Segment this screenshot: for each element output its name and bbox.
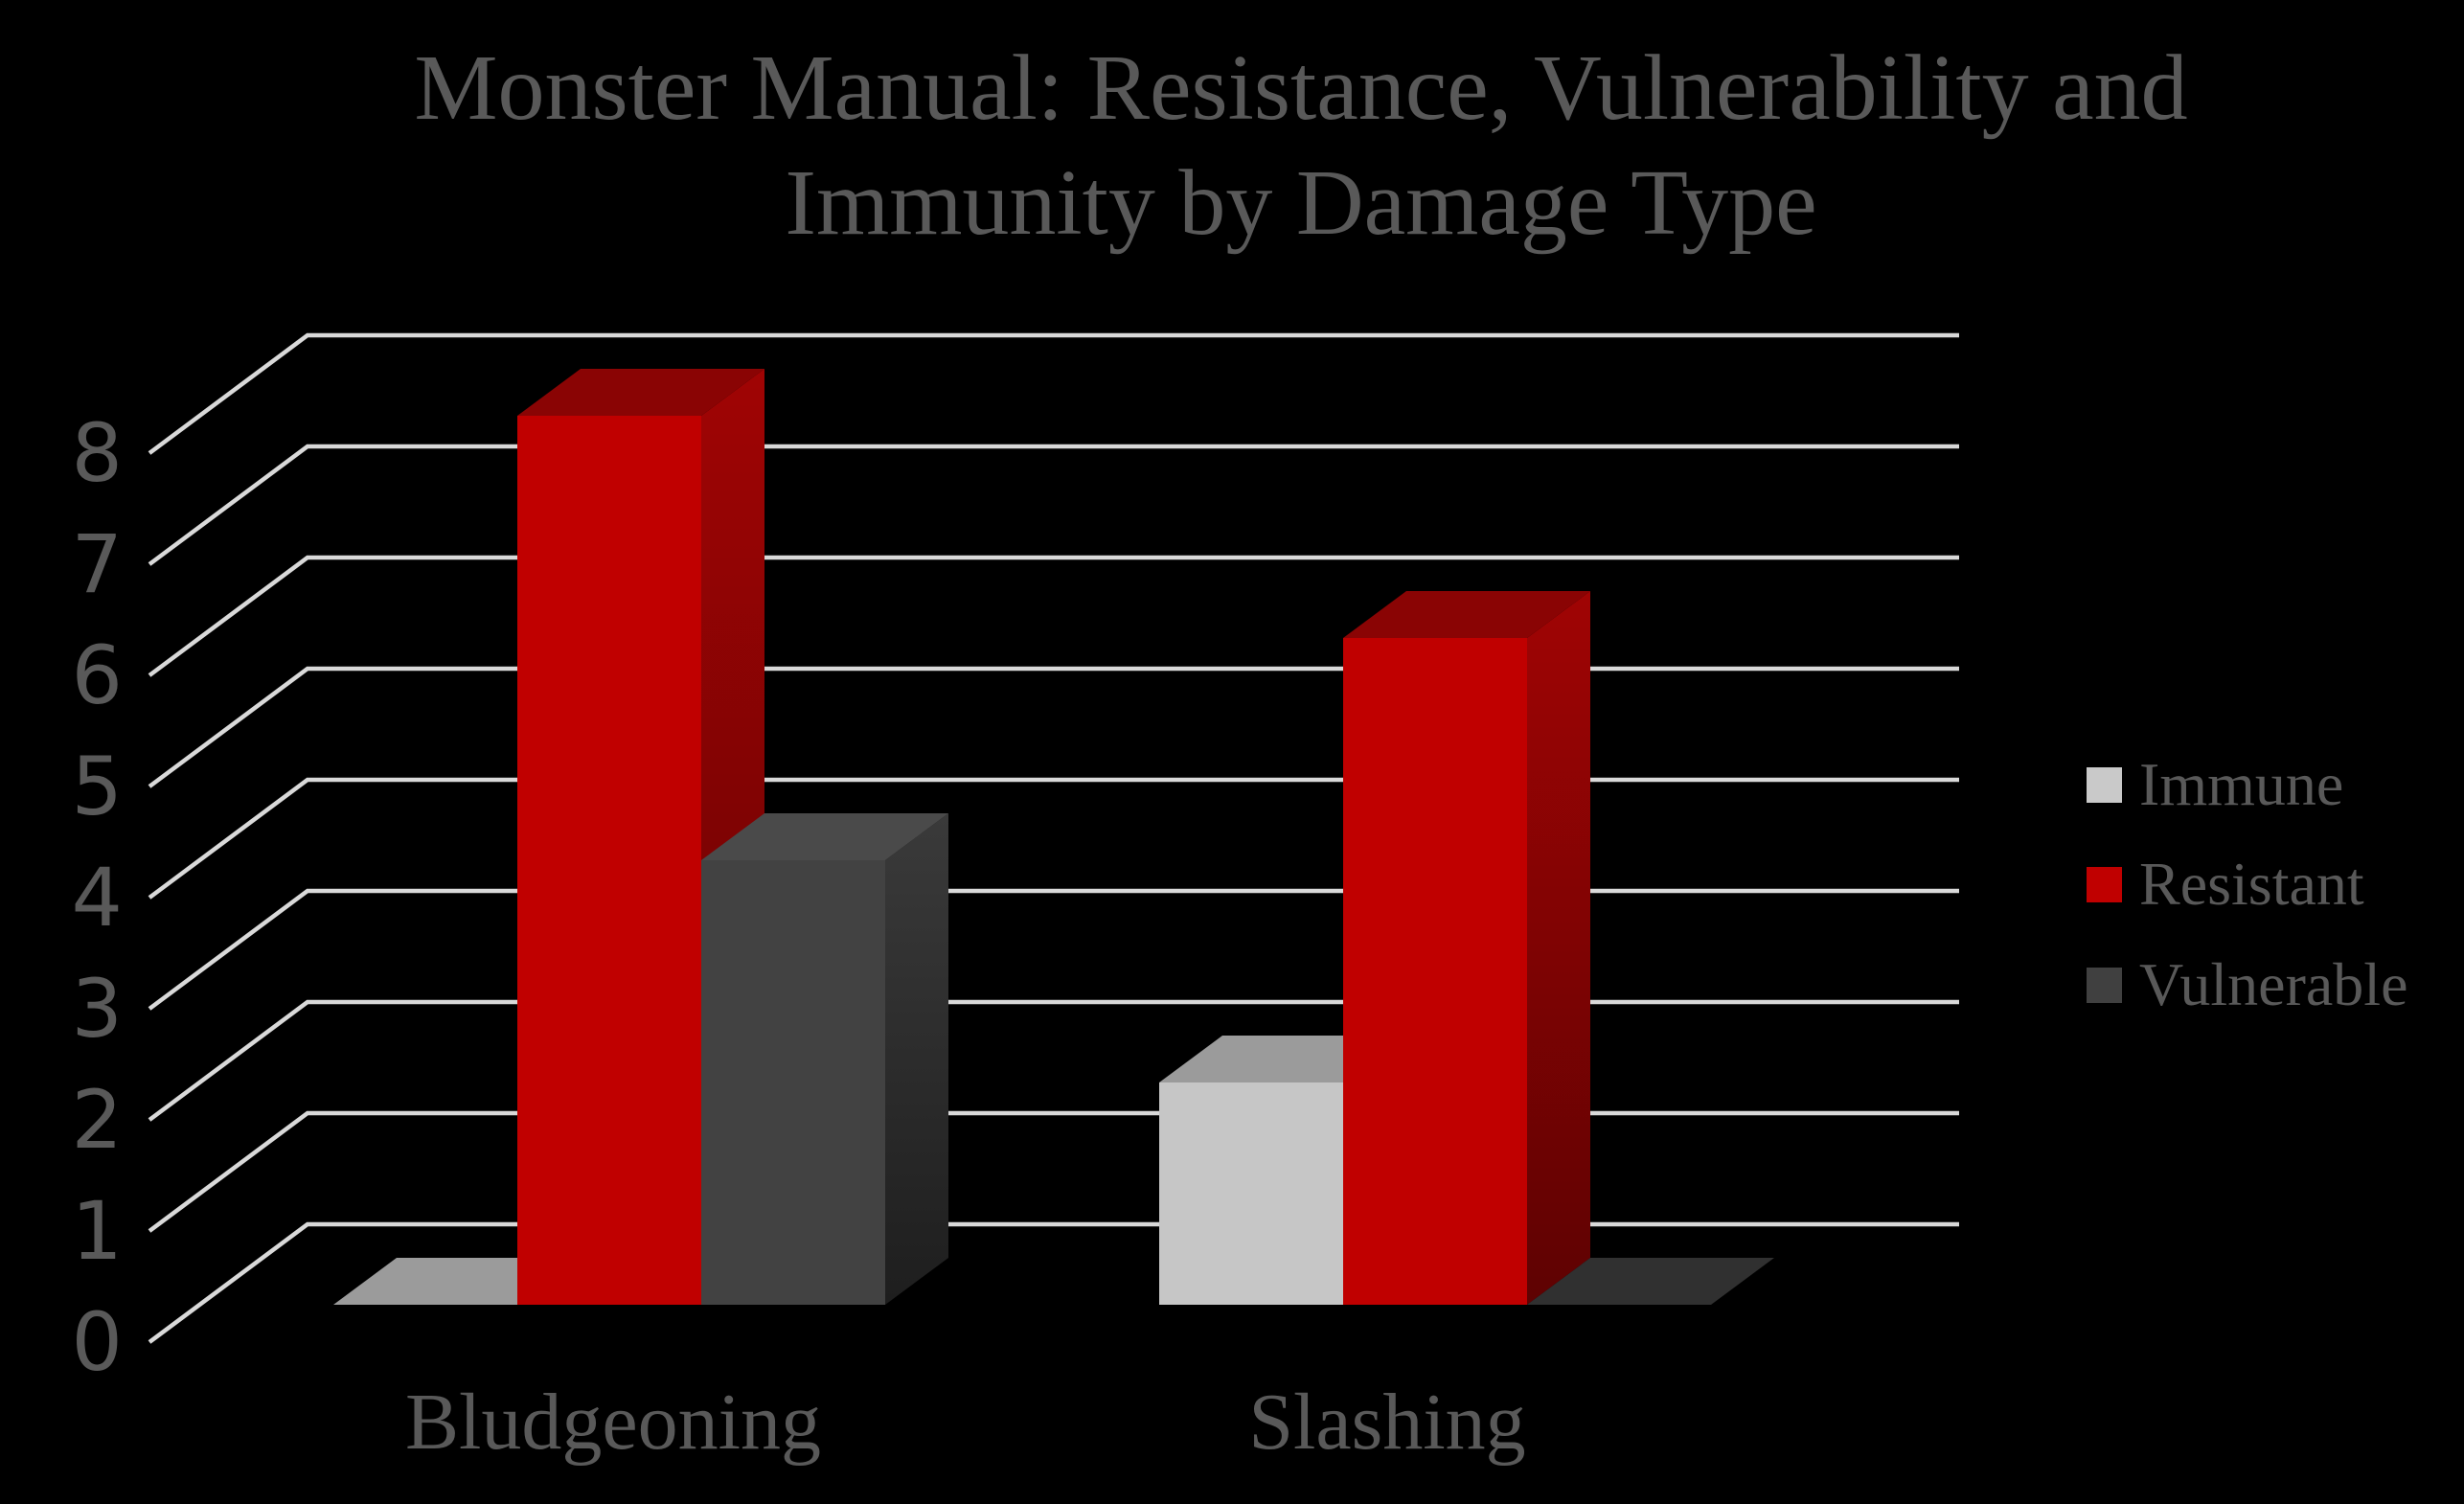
gridline-1 bbox=[148, 1110, 1959, 1233]
bar-slashing-resistant-side bbox=[1527, 591, 1590, 1305]
gridline-7 bbox=[148, 444, 1959, 566]
legend-swatch-vulnerable-icon bbox=[2087, 967, 2122, 1003]
y-axis-label-6: 6 bbox=[71, 628, 123, 722]
category-label-bludgeoning: Bludgeoning bbox=[405, 1378, 821, 1467]
gridline-8 bbox=[148, 332, 1959, 455]
y-axis-label-0: 0 bbox=[71, 1295, 123, 1389]
bar-bludgeoning-vulnerable-top bbox=[701, 813, 948, 860]
y-axis-label-4: 4 bbox=[71, 851, 123, 945]
legend-item-vulnerable: Vulnerable bbox=[2087, 946, 2407, 1023]
legend-swatch-immune-icon bbox=[2087, 766, 2122, 803]
bars bbox=[333, 369, 1774, 1305]
y-axis-label-3: 3 bbox=[71, 962, 123, 1056]
y-axis-label-5: 5 bbox=[71, 740, 123, 833]
gridline-4 bbox=[148, 777, 1959, 900]
bar-bludgeoning-resistant bbox=[517, 416, 701, 1305]
gridline-6 bbox=[148, 555, 1959, 677]
legend-item-resistant: Resistant bbox=[2087, 846, 2364, 923]
gridlines bbox=[148, 332, 1959, 1344]
bar-bludgeoning-resistant-top bbox=[517, 369, 764, 416]
y-axis-label-2: 2 bbox=[71, 1073, 123, 1167]
y-axis-label-8: 8 bbox=[71, 406, 123, 500]
bar-bludgeoning-vulnerable-side bbox=[885, 813, 948, 1305]
category-label-slashing: Slashing bbox=[1248, 1378, 1526, 1467]
bar-slashing-vulnerable bbox=[1527, 1258, 1774, 1305]
bar-bludgeoning-vulnerable bbox=[701, 860, 885, 1305]
legend-swatch-resistant-icon bbox=[2087, 866, 2122, 902]
legend-item-immune: Immune bbox=[2087, 746, 2343, 823]
legend-label-resistant: Resistant bbox=[2139, 850, 2364, 918]
chart-title-line1: Monster Manual: Resistance, Vulnerabilit… bbox=[414, 36, 2188, 140]
chart-title: Monster Manual: Resistance, Vulnerabilit… bbox=[414, 31, 2187, 261]
gridline-2 bbox=[148, 999, 1959, 1122]
bar-slashing-immune bbox=[1159, 1082, 1343, 1305]
gridline-5 bbox=[148, 666, 1959, 788]
y-axis-label-1: 1 bbox=[71, 1184, 123, 1278]
bar-slashing-resistant-top bbox=[1343, 591, 1590, 638]
legend-label-immune: Immune bbox=[2139, 750, 2344, 818]
legend-label-vulnerable: Vulnerable bbox=[2139, 950, 2408, 1018]
chart-title-line2: Immunity by Damage Type bbox=[785, 151, 1817, 255]
gridline-3 bbox=[148, 888, 1959, 1011]
bar-slashing-resistant bbox=[1343, 638, 1527, 1305]
y-axis-label-7: 7 bbox=[71, 517, 123, 611]
